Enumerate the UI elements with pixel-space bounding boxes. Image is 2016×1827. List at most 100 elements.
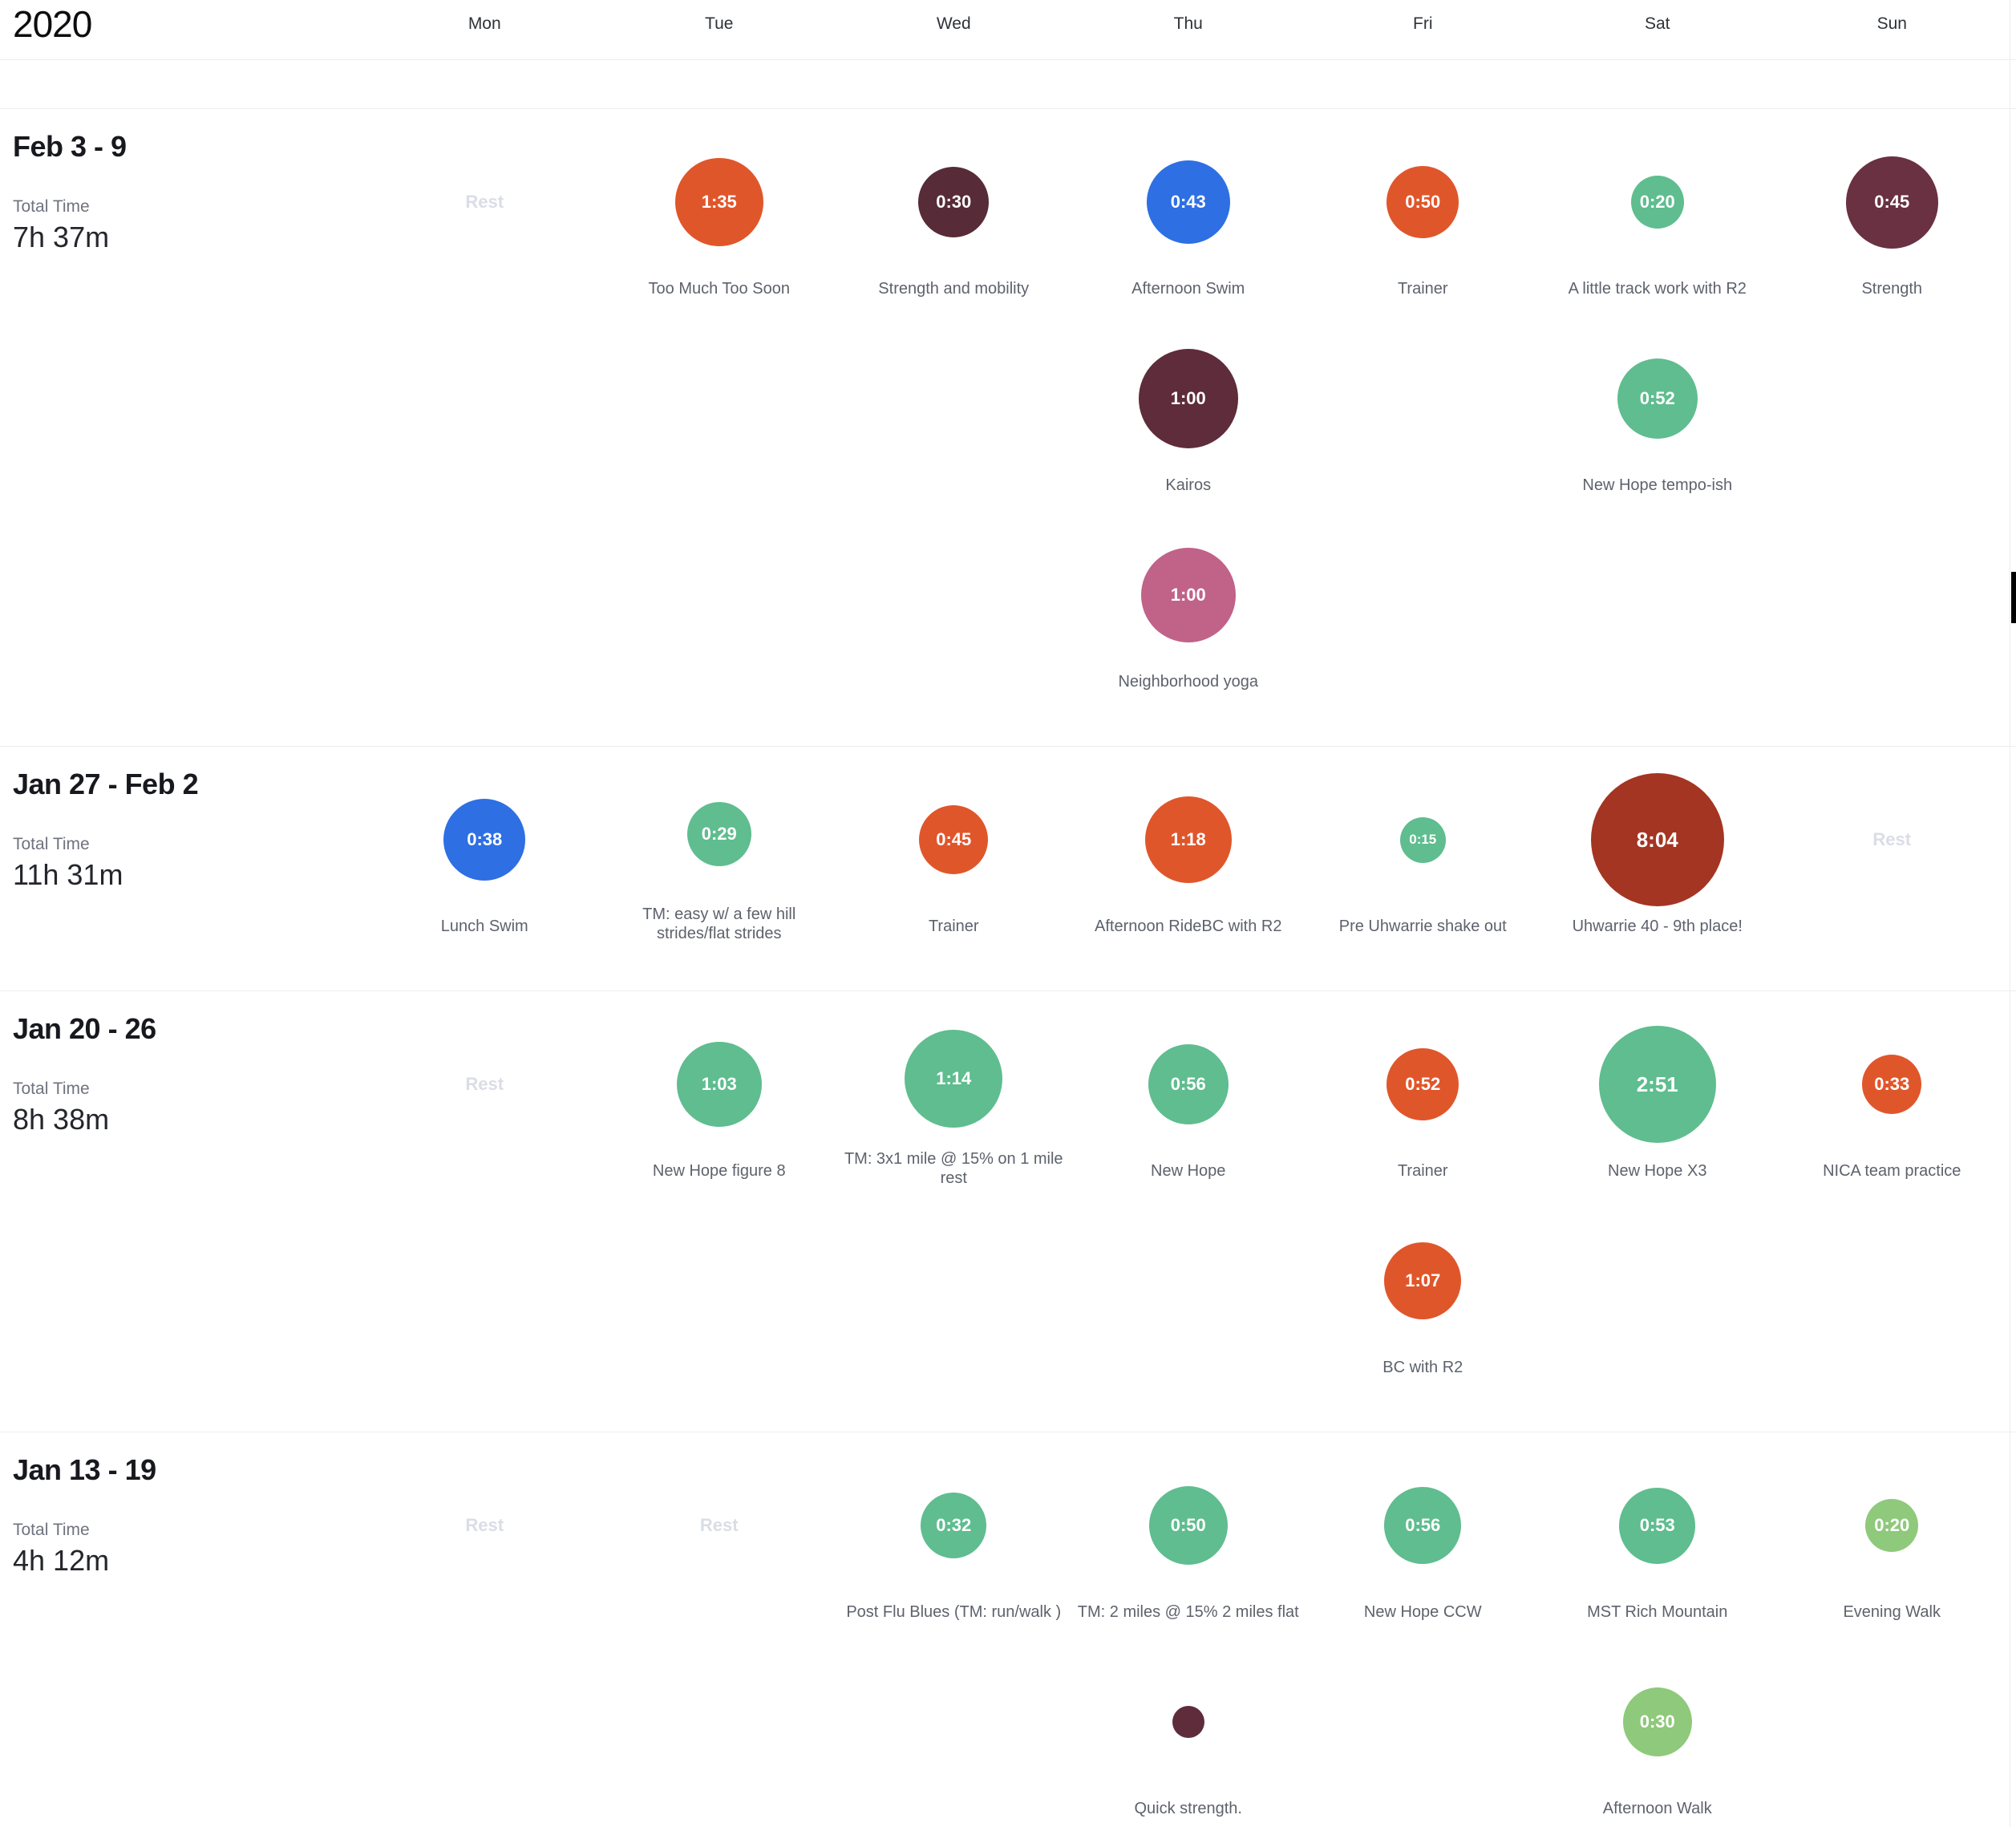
bubble-wrap: 1:03 [676, 1004, 762, 1165]
day-cell: 0:45 Strength [1775, 109, 2010, 306]
event-circle[interactable]: 0:43 [1146, 160, 1230, 244]
event-title[interactable]: Trainer [1397, 280, 1448, 298]
event-label: Pre Uhwarrie shake out [1339, 917, 1507, 936]
total-time-label: Total Time [13, 835, 90, 853]
event-circle[interactable]: 0:30 [918, 167, 990, 237]
week-info: Feb 3 - 9 Total Time 7h 37m [0, 109, 367, 699]
event-circle[interactable]: 0:56 [1384, 1487, 1462, 1564]
week-section: Jan 27 - Feb 2 Total Time 11h 31m 0:38 Lunch… [0, 746, 2016, 990]
bubble-wrap: 0:15 [1399, 760, 1446, 920]
event-label: TM: 2 miles @ 15% 2 miles flat [1078, 1602, 1299, 1622]
event-title[interactable]: Trainer [1397, 1162, 1448, 1180]
event-title[interactable]: Too Much Too Soon [648, 280, 790, 298]
event-title[interactable]: Trainer [928, 918, 979, 935]
event-circle[interactable]: 1:14 [905, 1029, 1003, 1128]
event-time: 0:20 [1874, 1515, 1910, 1535]
event-circle[interactable]: 0:56 [1148, 1044, 1229, 1124]
event-time: 1:03 [701, 1074, 737, 1094]
event-label: Post Flu Blues (TM: run/walk ) [846, 1602, 1061, 1622]
event-circle[interactable]: 0:29 [686, 801, 751, 866]
event-label: Trainer [1398, 1161, 1448, 1181]
event-title[interactable]: Pre Uhwarrie shake out [1338, 918, 1507, 935]
event-circle[interactable]: 0:53 [1619, 1487, 1696, 1564]
scrollbar-thumb[interactable] [2011, 572, 2016, 623]
day-cell: Rest [367, 109, 602, 306]
event-title[interactable]: BC with R2 [1382, 1359, 1463, 1376]
day-cell: 1:03 New Hope figure 8 [602, 991, 837, 1188]
event-circle[interactable]: 1:35 [674, 158, 763, 246]
event-title[interactable]: NICA team practice [1823, 1162, 1961, 1180]
event-label: Afternoon Swim [1131, 279, 1245, 298]
event-circle[interactable]: 1:07 [1384, 1242, 1462, 1319]
event-circle[interactable]: 0:15 [1399, 816, 1446, 863]
event-circle[interactable]: 0:20 [1865, 1499, 1919, 1552]
event-label: TM: 3x1 mile @ 15% on 1 mile rest [841, 1149, 1066, 1188]
event-title[interactable]: TM: 2 miles @ 15% 2 miles flat [1077, 1603, 1299, 1621]
event-title[interactable]: Evening Walk [1843, 1603, 1941, 1621]
event-label: New Hope CCW [1364, 1602, 1482, 1622]
event-time: 0:50 [1405, 192, 1441, 212]
event-circle[interactable]: 0:50 [1148, 1486, 1228, 1565]
event-title[interactable]: Uhwarrie 40 - 9th place! [1572, 918, 1743, 935]
event-circle[interactable]: 1:00 [1140, 548, 1236, 642]
event-circle[interactable]: 0:50 [1387, 166, 1459, 238]
event-circle[interactable]: 8:04 [1590, 773, 1724, 906]
event-circle[interactable]: 0:52 [1387, 1048, 1459, 1120]
day-cell: 0:50 Trainer [1306, 109, 1540, 306]
event-circle[interactable]: 0:20 [1630, 176, 1684, 229]
event-circle[interactable]: 0:52 [1617, 359, 1698, 439]
total-time-value: 11h 31m [13, 858, 123, 891]
event-circle[interactable]: 0:32 [921, 1493, 987, 1558]
event-title[interactable]: MST Rich Mountain [1587, 1603, 1728, 1621]
event-title[interactable]: New Hope figure 8 [652, 1162, 786, 1180]
event-title[interactable]: Kairos [1165, 476, 1212, 494]
event-circle[interactable]: 2:51 [1598, 1026, 1716, 1143]
event-circle[interactable]: 1:18 [1144, 796, 1232, 883]
event-circle[interactable]: 0:38 [443, 799, 526, 881]
event-title[interactable]: New Hope CCW [1363, 1603, 1482, 1621]
day-cell: 1:07 BC with R2 [1306, 1188, 1540, 1384]
bubble-wrap: 0:53 [1619, 1445, 1696, 1606]
event-title[interactable]: Afternoon RideBC with R2 [1095, 918, 1282, 935]
event-title[interactable]: TM: easy w/ a few hill strides/flat stri… [642, 905, 796, 942]
event-circle[interactable]: 0:45 [919, 805, 989, 874]
event-title[interactable]: Post Flu Blues (TM: run/walk ) [846, 1603, 1062, 1621]
event-title[interactable]: Afternoon Swim [1131, 280, 1245, 298]
event-circle[interactable]: 0:45 [1845, 156, 1938, 249]
weeks-container: Feb 3 - 9 Total Time 7h 37m Rest 1:35 Too Muc… [0, 108, 2016, 1825]
event-title[interactable]: New Hope tempo-ish [1582, 476, 1733, 494]
event-title[interactable]: New Hope [1151, 1162, 1226, 1180]
empty-week-row [0, 60, 2016, 108]
event-title[interactable]: TM: 3x1 mile @ 15% on 1 mile rest [844, 1150, 1063, 1187]
event-title[interactable]: Lunch Swim [440, 918, 528, 935]
bubble-wrap: 0:30 [918, 122, 990, 282]
event-title[interactable]: New Hope X3 [1608, 1162, 1707, 1180]
event-circle[interactable]: 1:03 [676, 1042, 762, 1127]
event-label: Afternoon Walk [1603, 1799, 1712, 1818]
rest-label: Rest [1872, 829, 1912, 849]
event-circle[interactable]: 0:30 [1622, 1687, 1692, 1756]
bubble-wrap [1172, 1642, 1204, 1802]
event-time: 0:45 [936, 829, 972, 849]
event-title[interactable]: Afternoon Walk [1602, 1800, 1712, 1817]
event-label: Strength and mobility [878, 279, 1029, 298]
bubble-wrap: 0:29 [686, 760, 751, 908]
event-circle[interactable]: 0:33 [1862, 1055, 1922, 1114]
day-cell: Rest [367, 1432, 602, 1629]
rest-label: Rest [465, 1074, 504, 1094]
event-title[interactable]: A little track work with R2 [1568, 280, 1747, 298]
total-time-label: Total Time [13, 1080, 90, 1098]
week-title: Jan 27 - Feb 2 [13, 768, 199, 800]
event-title[interactable]: Quick strength. [1134, 1800, 1242, 1817]
event-label: Uhwarrie 40 - 9th place! [1573, 917, 1743, 936]
event-time: 0:30 [936, 192, 972, 212]
day-cell: 0:32 Post Flu Blues (TM: run/walk ) [836, 1432, 1071, 1629]
day-cell: 0:38 Lunch Swim [367, 747, 602, 943]
event-title[interactable]: Strength and mobility [878, 280, 1030, 298]
event-title[interactable]: Neighborhood yoga [1118, 673, 1259, 691]
event-circle[interactable]: 1:00 [1138, 349, 1238, 448]
day-cell: 0:53 MST Rich Mountain [1540, 1432, 1775, 1629]
event-time: 0:30 [1639, 1712, 1675, 1732]
event-circle[interactable] [1172, 1706, 1204, 1738]
event-title[interactable]: Strength [1861, 280, 1923, 298]
